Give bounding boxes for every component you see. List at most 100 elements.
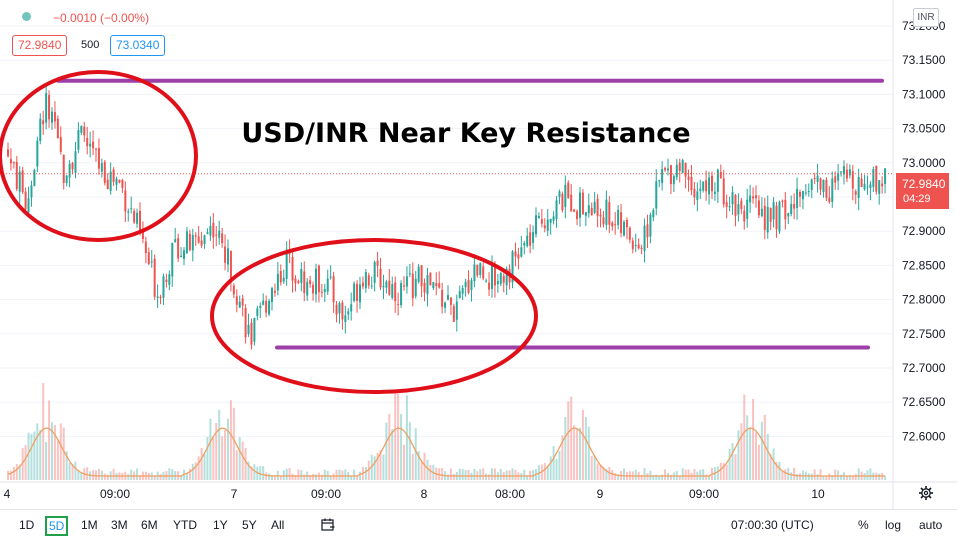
x-tick-label: 9	[597, 487, 604, 501]
candle-body	[359, 284, 361, 303]
last-price-tag: 72.9840 04:29	[896, 173, 949, 209]
volume-bar	[227, 418, 229, 480]
candle-body	[634, 245, 637, 247]
candle-body	[681, 159, 684, 173]
volume-bar	[579, 427, 581, 480]
volume-bar	[420, 460, 423, 480]
volume-bar	[705, 474, 708, 480]
volume-bar	[335, 469, 338, 480]
candle-body	[397, 303, 400, 305]
volume-bar	[828, 473, 831, 480]
candle-body	[576, 211, 579, 220]
bid-price[interactable]: 72.9840	[12, 35, 68, 56]
candle-body	[229, 250, 232, 283]
candle-body	[144, 241, 147, 254]
candle-body	[458, 291, 461, 299]
candle-body	[89, 143, 92, 147]
candle-body	[438, 283, 441, 288]
volume-bar	[408, 422, 411, 480]
ask-price[interactable]: 73.0340	[110, 35, 166, 56]
candle-body	[109, 171, 112, 191]
candle-body	[696, 191, 699, 201]
volume-bar	[661, 474, 664, 480]
volume-bar	[561, 435, 564, 480]
candle-body	[567, 182, 570, 198]
candle-body	[590, 207, 593, 216]
candle-body	[488, 282, 491, 290]
candle-body	[502, 275, 505, 283]
volume-bar	[12, 466, 15, 480]
volume-bar	[558, 451, 561, 480]
volume-bar	[285, 468, 288, 480]
volume-bar	[203, 453, 206, 480]
volume-bar	[341, 470, 344, 480]
candle-body	[482, 266, 485, 279]
candle-body	[279, 271, 282, 283]
volume-bar	[180, 475, 183, 480]
range-6m[interactable]: 6M	[141, 518, 158, 532]
volume-bar	[884, 475, 887, 480]
candle-body	[30, 185, 33, 198]
volume-bar	[643, 468, 646, 480]
volume-bar	[614, 473, 617, 480]
volume-bar	[763, 414, 766, 480]
volume-bar	[587, 426, 590, 480]
candle-body	[690, 176, 693, 191]
settings-gear-icon[interactable]	[918, 485, 934, 501]
candle-body	[854, 191, 857, 195]
percent-toggle[interactable]: %	[858, 518, 869, 532]
candle-body	[778, 201, 781, 232]
price-change: −0.0010 (−0.00%)	[53, 11, 150, 25]
log-toggle[interactable]: log	[885, 518, 902, 532]
candle-body	[227, 248, 229, 265]
x-tick-label: 09:00	[100, 487, 130, 501]
volume-bar	[819, 469, 822, 480]
candle-body	[722, 178, 725, 205]
candle-body	[708, 177, 711, 195]
candle-body	[711, 175, 713, 192]
calendar-goto-icon[interactable]	[321, 518, 335, 531]
candle-body	[766, 206, 769, 233]
range-ytd[interactable]: YTD	[173, 518, 197, 532]
candle-body	[364, 272, 367, 289]
volume-bar	[655, 474, 658, 480]
candle-body	[878, 180, 881, 194]
candle-body	[655, 181, 658, 209]
candle-body	[36, 140, 39, 167]
candle-body	[294, 278, 297, 284]
range-1d[interactable]: 1D	[19, 518, 35, 532]
candle-body	[224, 246, 227, 263]
range-5y[interactable]: 5Y	[242, 518, 257, 532]
range-5d[interactable]: 5D	[45, 516, 69, 536]
range-3m[interactable]: 3M	[111, 518, 128, 532]
candle-body	[136, 212, 139, 224]
volume-bar	[687, 469, 690, 480]
candle-body	[39, 118, 42, 141]
volume-bar	[878, 473, 881, 480]
candle-body	[804, 192, 807, 194]
volume-bar	[185, 472, 188, 480]
utc-clock[interactable]: 07:00:30 (UTC)	[731, 518, 814, 532]
volume-bar	[848, 475, 851, 480]
candle-body	[200, 240, 203, 246]
volume-bar	[564, 416, 567, 480]
candle-body	[130, 208, 133, 210]
range-all[interactable]: All	[271, 518, 285, 532]
candle-body	[21, 170, 24, 193]
candle-body	[625, 219, 628, 228]
volume-bar	[669, 474, 672, 480]
candle-body	[215, 234, 218, 236]
candle-body	[62, 154, 65, 183]
auto-toggle[interactable]: auto	[919, 518, 943, 532]
range-1m[interactable]: 1M	[81, 518, 98, 532]
candle-body	[203, 235, 206, 244]
candle-body	[250, 322, 253, 345]
volume-bar	[731, 443, 734, 480]
range-1y[interactable]: 1Y	[213, 518, 228, 532]
candle-body	[667, 168, 669, 171]
chart-title: USD/INR Near Key Resistance	[241, 118, 690, 149]
candle-body	[796, 188, 799, 208]
candle-body	[141, 228, 144, 239]
candle-body	[499, 273, 502, 284]
